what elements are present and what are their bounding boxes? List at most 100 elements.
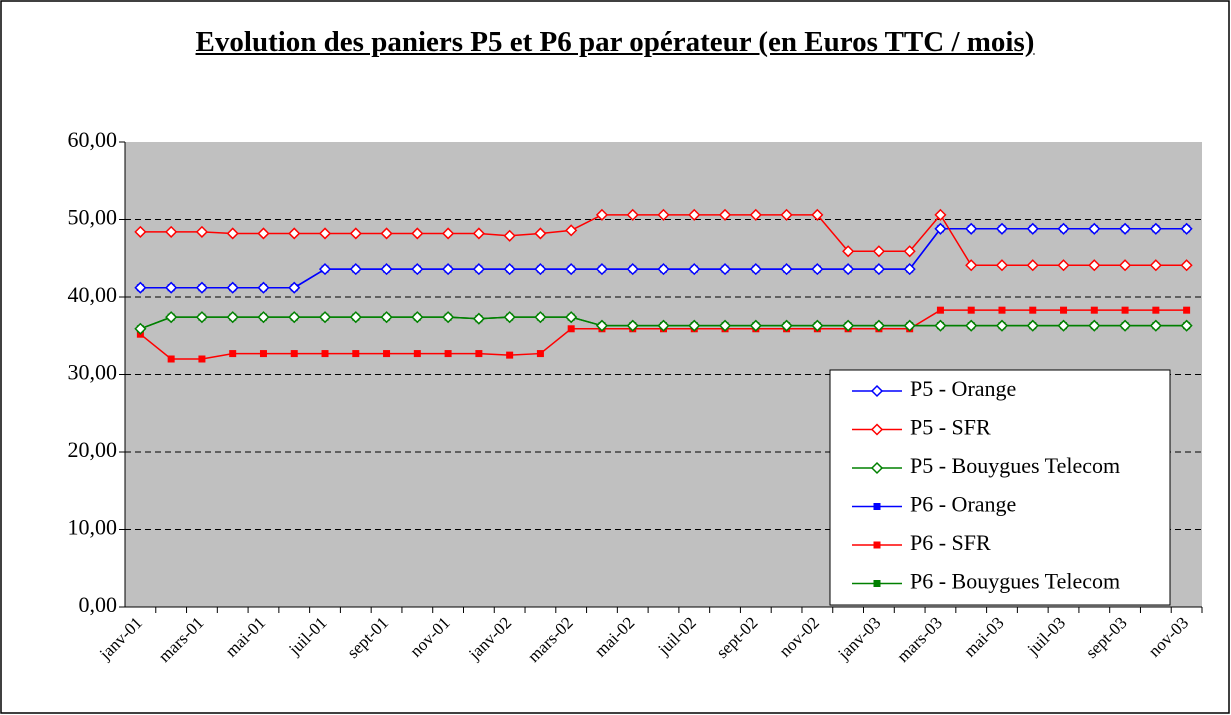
marker xyxy=(872,245,885,258)
legend-label: P6 - Bouygues Telecom xyxy=(910,569,1120,594)
marker xyxy=(965,222,978,235)
marker xyxy=(965,259,978,272)
marker xyxy=(1026,222,1039,235)
marker xyxy=(567,325,575,333)
marker xyxy=(565,311,578,324)
marker xyxy=(257,311,270,324)
marker xyxy=(1121,306,1129,314)
marker xyxy=(780,319,793,332)
marker xyxy=(321,350,329,358)
marker xyxy=(934,222,947,235)
legend-label: P5 - SFR xyxy=(910,415,991,440)
marker xyxy=(165,281,178,294)
marker xyxy=(226,227,239,240)
y-tick-label: 20,00 xyxy=(68,437,118,462)
marker xyxy=(380,227,393,240)
marker xyxy=(288,227,301,240)
marker xyxy=(165,225,178,238)
marker xyxy=(995,222,1009,235)
marker xyxy=(749,263,762,276)
legend-marker xyxy=(870,461,884,475)
marker xyxy=(503,229,516,242)
marker xyxy=(842,319,855,332)
marker xyxy=(565,263,578,276)
marker xyxy=(259,350,267,358)
marker xyxy=(657,263,670,276)
y-tick-label: 10,00 xyxy=(68,515,118,540)
marker xyxy=(595,319,609,332)
marker xyxy=(1057,259,1070,272)
marker xyxy=(288,281,301,294)
legend-label: P6 - Orange xyxy=(910,492,1016,517)
marker xyxy=(718,319,732,332)
marker xyxy=(1119,222,1132,235)
y-tick-label: 0,00 xyxy=(79,592,118,617)
marker xyxy=(257,281,270,294)
marker xyxy=(780,208,793,221)
marker xyxy=(352,350,360,358)
marker xyxy=(903,319,916,332)
marker xyxy=(442,263,455,276)
marker xyxy=(1152,306,1160,314)
legend-marker xyxy=(873,541,881,549)
marker xyxy=(472,263,485,276)
marker xyxy=(1060,306,1068,314)
marker xyxy=(288,311,301,324)
marker xyxy=(1090,306,1098,314)
marker xyxy=(657,319,670,332)
marker xyxy=(503,263,516,276)
marker xyxy=(718,208,732,221)
legend-marker xyxy=(870,423,884,436)
marker xyxy=(965,319,978,332)
marker xyxy=(444,350,452,358)
marker xyxy=(1119,319,1132,332)
marker xyxy=(534,227,547,240)
marker xyxy=(349,227,362,240)
y-tick-label: 50,00 xyxy=(68,205,118,230)
marker xyxy=(195,281,208,294)
marker xyxy=(290,350,298,358)
marker xyxy=(626,263,639,276)
marker xyxy=(749,319,762,332)
marker xyxy=(226,311,239,324)
marker xyxy=(380,263,393,276)
marker xyxy=(872,263,885,276)
marker xyxy=(626,208,639,221)
marker xyxy=(811,263,824,276)
marker xyxy=(442,311,455,324)
marker xyxy=(534,263,547,276)
marker xyxy=(1180,319,1193,332)
marker xyxy=(967,306,975,314)
marker xyxy=(688,319,701,332)
marker xyxy=(934,319,947,332)
marker xyxy=(903,245,916,258)
marker xyxy=(1088,259,1101,272)
marker xyxy=(536,350,544,358)
marker xyxy=(1088,222,1101,235)
marker xyxy=(134,281,147,294)
marker xyxy=(349,311,362,324)
marker xyxy=(995,319,1009,332)
marker xyxy=(411,263,424,276)
marker xyxy=(318,227,332,240)
marker xyxy=(318,263,332,276)
marker xyxy=(749,208,762,221)
marker xyxy=(1180,259,1193,272)
marker xyxy=(936,306,944,314)
marker xyxy=(134,225,147,238)
marker xyxy=(1180,222,1193,235)
marker xyxy=(229,350,237,358)
marker xyxy=(198,355,206,363)
legend-marker xyxy=(873,580,881,587)
marker xyxy=(411,311,424,324)
marker xyxy=(811,208,824,221)
marker xyxy=(998,306,1006,314)
marker xyxy=(413,350,421,358)
marker xyxy=(195,225,208,238)
marker xyxy=(534,311,547,324)
marker xyxy=(380,311,393,324)
marker xyxy=(780,263,793,276)
marker xyxy=(472,227,485,240)
legend-label: P5 - Bouygues Telecom xyxy=(910,453,1120,478)
marker xyxy=(506,351,514,359)
